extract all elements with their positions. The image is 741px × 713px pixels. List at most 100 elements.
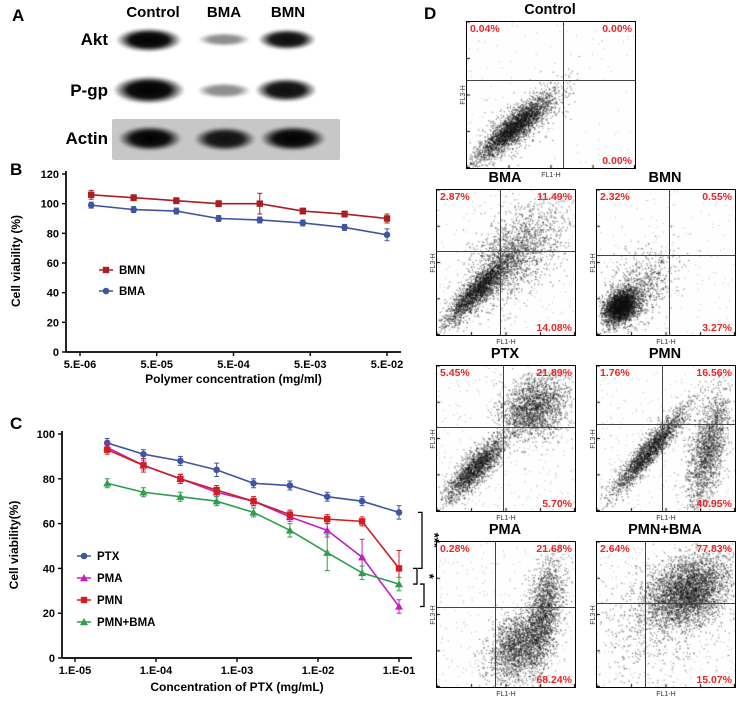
blot-band-pgp-bma	[197, 83, 251, 98]
flow-y-axis-label: FL3-H	[590, 252, 597, 273]
viability-vs-ptx-chart: 0 20 40 60 80 100 1.E-05 1.E-04 1.E-03 1.E-02 1.E-…	[7, 426, 442, 712]
panel-c-label: C	[10, 414, 23, 433]
flow-x-axis-label: FL1-H	[496, 691, 516, 698]
quadrant-pct-upper-left: 5.45%	[440, 367, 470, 379]
flow-y-axis-label: FL3-H	[430, 428, 437, 449]
flow-y-axis-label: FL3-H	[430, 604, 437, 625]
quadrant-pct-lower-right: 40.95%	[696, 498, 732, 510]
flow-y-axis-label: FL3-H	[430, 252, 437, 273]
svg-text:100: 100	[37, 429, 55, 441]
svg-text:BMA: BMA	[119, 286, 145, 298]
blot-band-pgp-bmn	[255, 78, 317, 102]
flow-y-axis-label: FL3-H	[590, 604, 597, 625]
svg-text:PMN+BMA: PMN+BMA	[97, 617, 155, 629]
flow-scatter-canvas	[437, 366, 575, 511]
quadrant-pct-upper-right: 21.89%	[536, 367, 572, 379]
quadrant-divider-vertical	[645, 542, 647, 687]
chart-b-y-axis-title: Cell viability (%)	[9, 214, 23, 308]
quadrant-divider-vertical	[494, 542, 496, 687]
svg-text:40: 40	[43, 563, 55, 575]
quadrant-pct-upper-right: 11.49%	[536, 191, 572, 203]
quadrant-pct-upper-left: 0.04%	[470, 23, 500, 35]
blot-col-header-bmn: BMN	[270, 4, 306, 21]
flow-x-axis-label: FL1-H	[656, 691, 676, 698]
flow-plot-control: Control 0.04% 0.00% 0.00% FL3-H FL1-H	[450, 2, 650, 180]
svg-text:5.E-03: 5.E-03	[294, 359, 326, 371]
flow-plot-title: PTX	[490, 346, 520, 362]
flow-plot-pmn: PMN 1.76% 16.56% 40.95% FL3-H FL1-H	[582, 346, 738, 522]
flow-plot-area: 0.04% 0.00% 0.00% FL3-H FL1-H	[460, 21, 636, 179]
blot-row-label-actin: Actin	[65, 129, 109, 148]
chart-c-x-axis-title: Concentration of PTX (mg/mL)	[150, 680, 324, 694]
quadrant-divider-vertical	[562, 22, 564, 168]
blot-band-akt-bma	[198, 33, 250, 46]
svg-text:5.E-05: 5.E-05	[141, 359, 173, 371]
quadrant-divider-horizontal	[437, 607, 575, 609]
blot-band-akt-bmn	[258, 29, 316, 50]
flow-x-axis-label: FL1-H	[656, 339, 676, 346]
svg-text:20: 20	[43, 608, 55, 620]
svg-text:1.E-05: 1.E-05	[59, 665, 91, 677]
svg-text:BMN: BMN	[119, 265, 145, 277]
quadrant-pct-lower-right: 68.24%	[536, 674, 572, 686]
quadrant-pct-upper-right: 77.83%	[696, 543, 732, 555]
flow-y-axis-label: FL3-H	[590, 428, 597, 449]
flow-plot-area: 2.64% 77.83% 15.07% FL3-H FL1-H	[590, 541, 736, 698]
blot-band-actin-control	[118, 126, 182, 151]
flow-scatter-canvas	[467, 22, 635, 168]
chart-b-plot: 0 20 40 60 80 100 120 5.E-06 5.E-05 5.E-04 5.E-03 5…	[41, 169, 404, 371]
flow-plot-title: PMN+BMA	[628, 522, 702, 538]
svg-text:1.E-01: 1.E-01	[383, 665, 415, 677]
quadrant-divider-horizontal	[597, 424, 735, 425]
flow-scatter-canvas	[597, 190, 735, 335]
svg-text:80: 80	[47, 228, 59, 240]
flow-scatter-canvas	[597, 366, 735, 511]
blot-band-actin-bma	[194, 127, 256, 151]
quadrant-divider-horizontal	[467, 80, 635, 82]
quadrant-pct-lower-right: 0.00%	[602, 155, 632, 167]
svg-text:PMA: PMA	[97, 573, 123, 585]
svg-text:120: 120	[41, 169, 59, 181]
quadrant-pct-upper-right: 16.56%	[696, 367, 732, 379]
panel-a-label: A	[12, 6, 25, 25]
svg-text:PTX: PTX	[97, 551, 120, 563]
flow-plot-title: PMA	[488, 522, 522, 538]
flow-scatter-canvas	[437, 190, 575, 335]
flow-plot-area: 1.76% 16.56% 40.95% FL3-H FL1-H	[590, 365, 736, 522]
svg-text:0: 0	[53, 347, 59, 359]
flow-plot-title: BMN	[648, 170, 682, 186]
svg-text:20: 20	[47, 317, 59, 329]
quadrant-pct-lower-right: 5.70%	[542, 498, 572, 510]
flow-plot-area: 0.28% 21.68% 68.24% FL3-H FL1-H	[430, 541, 576, 698]
svg-text:100: 100	[41, 199, 59, 211]
blot-row-label-akt: Akt	[80, 30, 108, 49]
flow-x-axis-label: FL1-H	[496, 339, 516, 346]
panel-d-label: D	[424, 4, 437, 23]
flow-plot-bmn: BMN 2.32% 0.55% 3.27% FL3-H FL1-H	[582, 170, 738, 346]
quadrant-divider-vertical	[503, 366, 505, 511]
svg-text:5.E-06: 5.E-06	[64, 359, 96, 371]
flow-plot-bma: BMA 2.87% 11.49% 14.08% FL3-H FL1-H	[422, 170, 578, 346]
quadrant-divider-vertical	[668, 190, 670, 335]
blot-band-actin-bmn	[260, 126, 326, 151]
svg-text:60: 60	[43, 519, 55, 531]
quadrant-pct-lower-right: 15.07%	[696, 674, 732, 686]
svg-text:0: 0	[49, 653, 55, 665]
svg-text:1.E-02: 1.E-02	[302, 665, 334, 677]
quadrant-pct-lower-right: 3.27%	[702, 322, 732, 334]
svg-text:1.E-04: 1.E-04	[140, 665, 173, 677]
quadrant-pct-upper-left: 1.76%	[600, 367, 630, 379]
svg-text:60: 60	[47, 258, 59, 270]
panel-b-label: B	[10, 160, 23, 179]
quadrant-pct-lower-right: 14.08%	[536, 322, 572, 334]
flow-y-axis-label: FL3-H	[460, 85, 467, 105]
quadrant-pct-upper-right: 21.68%	[536, 543, 572, 555]
svg-text:*: *	[422, 574, 437, 580]
quadrant-pct-upper-left: 2.64%	[600, 543, 630, 555]
flow-x-axis-label: FL1-H	[496, 515, 516, 522]
svg-text:40: 40	[47, 288, 59, 300]
chart-c-plot: 0 20 40 60 80 100 1.E-05 1.E-04 1.E-03 1.E-02 1.E-…	[37, 429, 442, 677]
viability-vs-polymer-chart: 0 20 40 60 80 100 120 5.E-06 5.E-05 5.E-04 5.E-03 5…	[9, 166, 415, 396]
blot-col-header-bma: BMA	[206, 4, 242, 21]
